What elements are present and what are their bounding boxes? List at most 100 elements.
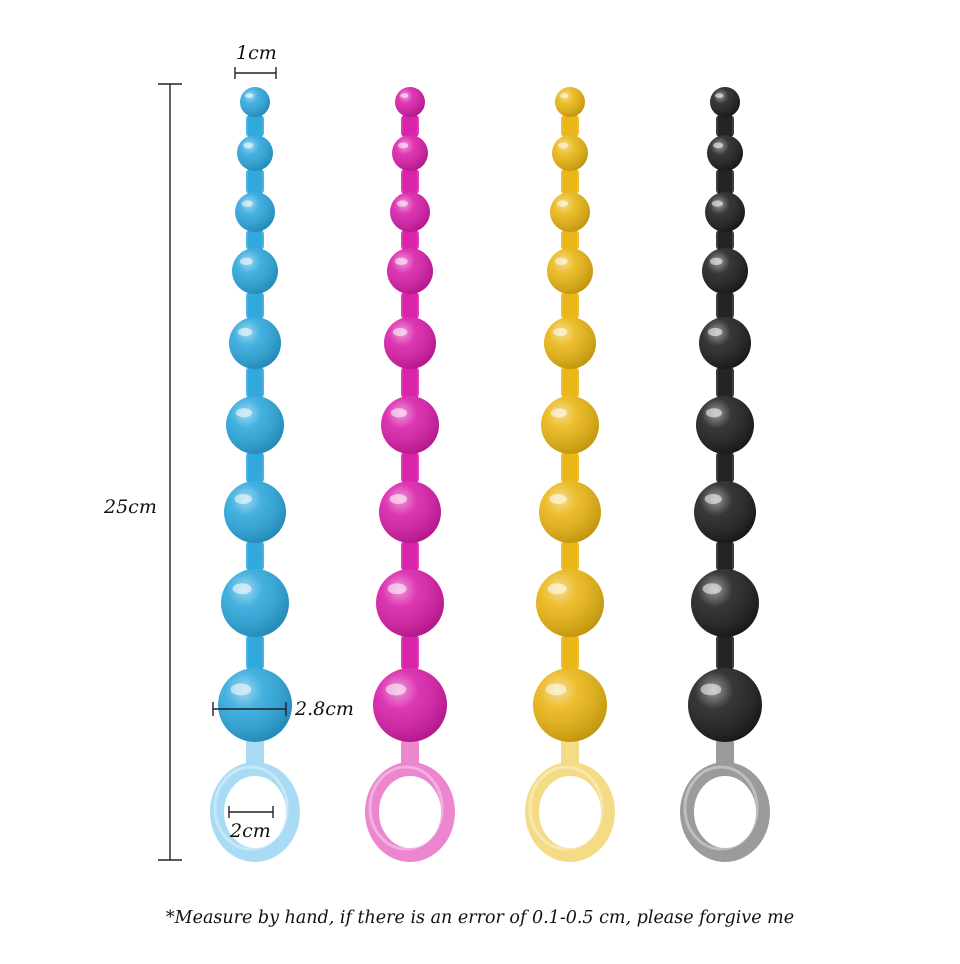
bead-connector bbox=[401, 169, 419, 194]
bead-connector bbox=[401, 292, 419, 319]
pull-ring-highlight bbox=[683, 765, 759, 851]
bead-connector bbox=[246, 452, 264, 483]
ring-stem bbox=[561, 739, 579, 767]
bead-connector bbox=[401, 541, 419, 571]
bead-highlight bbox=[234, 494, 252, 504]
bead-connector bbox=[401, 635, 419, 670]
pull-ring bbox=[210, 762, 300, 862]
bead-connector bbox=[716, 169, 734, 194]
bead-highlight bbox=[709, 257, 723, 266]
bead-connector bbox=[716, 230, 734, 250]
measurement-disclaimer: *Measure by hand, if there is an error o… bbox=[165, 908, 795, 928]
bead-highlight bbox=[552, 327, 568, 337]
bead-shine bbox=[710, 87, 740, 117]
bead-shine bbox=[550, 192, 590, 232]
bead-strand-blue bbox=[210, 87, 300, 862]
bead-highlight bbox=[558, 142, 569, 149]
bead-highlight bbox=[385, 683, 407, 696]
bead-shine bbox=[240, 87, 270, 117]
bead-highlight bbox=[396, 200, 408, 207]
bead-shine bbox=[555, 87, 585, 117]
bead-connector bbox=[561, 169, 579, 194]
bead-shine bbox=[688, 668, 762, 742]
bead-shine bbox=[373, 668, 447, 742]
pull-ring bbox=[680, 762, 770, 862]
bead-strand-black bbox=[680, 87, 770, 862]
bead-highlight bbox=[715, 93, 724, 99]
bottom-bead-width-label: 2.8cm bbox=[295, 698, 354, 720]
ring-stem bbox=[246, 739, 264, 767]
bead-shine bbox=[221, 569, 289, 637]
bead-highlight bbox=[700, 683, 722, 696]
bead-connector bbox=[716, 292, 734, 319]
pull-ring bbox=[525, 762, 615, 862]
bead-shine bbox=[544, 317, 596, 369]
bead-highlight bbox=[554, 257, 568, 266]
bead-highlight bbox=[390, 408, 408, 418]
top-bead-width-label: 1cm bbox=[236, 42, 277, 64]
bead-highlight bbox=[392, 327, 408, 337]
bead-connector bbox=[561, 115, 579, 137]
pull-ring-highlight bbox=[213, 765, 289, 851]
bead-connector bbox=[561, 541, 579, 571]
bead-shine bbox=[691, 569, 759, 637]
bead-highlight bbox=[243, 142, 254, 149]
bead-highlight bbox=[707, 327, 723, 337]
bead-shine bbox=[547, 248, 593, 294]
bead-highlight bbox=[545, 683, 567, 696]
bead-shine bbox=[395, 87, 425, 117]
bead-connector bbox=[401, 115, 419, 137]
bead-shine bbox=[694, 481, 756, 543]
bead-connector bbox=[716, 115, 734, 137]
bead-connector bbox=[401, 452, 419, 483]
bead-strand-pink bbox=[365, 87, 455, 862]
bead-shine bbox=[235, 192, 275, 232]
pull-ring bbox=[365, 762, 455, 862]
bead-connector bbox=[561, 452, 579, 483]
bead-connector bbox=[561, 635, 579, 670]
bead-highlight bbox=[549, 494, 567, 504]
bead-highlight bbox=[241, 200, 253, 207]
bead-shine bbox=[707, 135, 743, 171]
pull-ring-highlight bbox=[368, 765, 444, 851]
bead-connector bbox=[561, 230, 579, 250]
ring-stem bbox=[716, 739, 734, 767]
bead-connector bbox=[716, 635, 734, 670]
bead-highlight bbox=[237, 327, 253, 337]
bead-highlight bbox=[394, 257, 408, 266]
bead-shine bbox=[696, 396, 754, 454]
bead-highlight bbox=[239, 257, 253, 266]
bead-connector bbox=[246, 115, 264, 137]
bead-shine bbox=[384, 317, 436, 369]
bead-shine bbox=[536, 569, 604, 637]
bead-highlight bbox=[704, 494, 722, 504]
bead-strand-yellow bbox=[525, 87, 615, 862]
bead-highlight bbox=[232, 583, 252, 595]
bead-shine bbox=[232, 248, 278, 294]
bead-shine bbox=[533, 668, 607, 742]
bead-highlight bbox=[556, 200, 569, 207]
bead-shine bbox=[699, 317, 751, 369]
bead-shine bbox=[237, 135, 273, 171]
bead-connector bbox=[401, 367, 419, 398]
dimension-lines bbox=[158, 67, 287, 861]
bead-shine bbox=[379, 481, 441, 543]
bead-connector bbox=[716, 367, 734, 398]
bead-highlight bbox=[550, 408, 568, 418]
bead-connector bbox=[561, 367, 579, 398]
bead-shine bbox=[552, 135, 588, 171]
bead-shine bbox=[218, 668, 292, 742]
bead-connector bbox=[716, 452, 734, 483]
bead-shine bbox=[702, 248, 748, 294]
ring-width-label: 2cm bbox=[230, 820, 271, 842]
bead-shine bbox=[376, 569, 444, 637]
bead-highlight bbox=[711, 200, 724, 207]
bead-connector bbox=[246, 367, 264, 398]
bead-shine bbox=[387, 248, 433, 294]
bead-connector bbox=[716, 541, 734, 571]
bead-connector bbox=[246, 169, 264, 194]
bead-highlight bbox=[389, 494, 407, 504]
bead-shine bbox=[539, 481, 601, 543]
bead-shine bbox=[705, 192, 745, 232]
